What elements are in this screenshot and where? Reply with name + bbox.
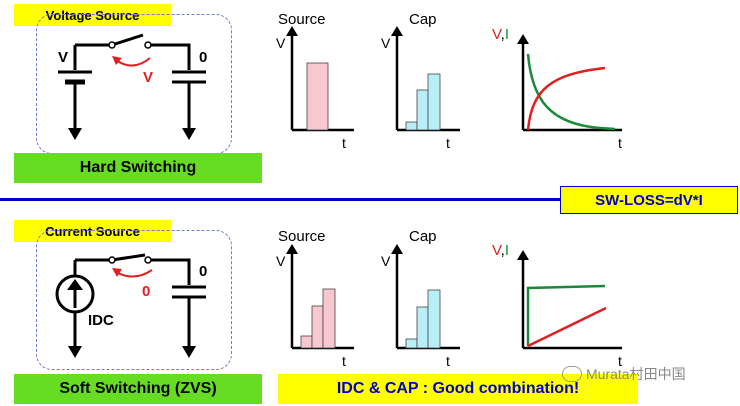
bottom-vi-t: t	[618, 353, 622, 369]
top-cap-t: t	[446, 135, 450, 151]
bottom-vi-current	[526, 284, 606, 346]
soft-switching-label: Soft Switching (ZVS)	[14, 374, 262, 404]
top-cap-v: V	[381, 35, 391, 51]
bottom-vi-comma: ,	[500, 242, 505, 259]
current-circuit: 0 0 IDC	[55, 253, 207, 358]
top-source-v: V	[276, 35, 286, 51]
bottom-source-bar-1	[300, 335, 313, 349]
top-cap-bar-1	[405, 121, 418, 131]
vi-i-label: I	[504, 26, 509, 43]
bottom-vi-v-label: V	[492, 242, 501, 259]
bottom-cap-title: Cap	[409, 228, 437, 245]
vi-comma: ,	[500, 26, 505, 43]
bottom-source-t: t	[342, 353, 346, 369]
bottom-source-v: V	[276, 253, 286, 269]
top-source-title: Source	[278, 11, 326, 28]
bottom-vi-i-label: I	[504, 242, 509, 259]
bottom-charts: V t V t t	[276, 244, 622, 369]
wechat-icon	[562, 366, 582, 382]
top-vi-current	[526, 53, 616, 131]
top-vi-t: t	[618, 135, 622, 151]
sw-loss-label: SW-LOSS=dV*I	[560, 186, 738, 214]
bottom-cap-v: V	[381, 253, 391, 269]
watermark: Murata村田中国	[562, 364, 686, 384]
bottom-vi-title: V,I	[492, 242, 509, 259]
bottom-source-bar-2	[311, 305, 324, 349]
bottom-source-bar-3	[322, 288, 336, 349]
top-source-t: t	[342, 135, 346, 151]
top-vi-title: V,I	[492, 26, 509, 43]
bottom-cap-bar-1	[405, 338, 418, 349]
hard-switching-label: Hard Switching	[14, 153, 262, 183]
vi-v-label: V	[492, 26, 501, 43]
top-source-bar	[306, 62, 329, 131]
top-vi-voltage	[526, 66, 606, 131]
voltage-circuit: V 0 V	[58, 33, 207, 140]
current-source-label: Current Source	[14, 220, 171, 242]
top-charts: V t V t t	[276, 26, 622, 151]
bottom-arrow-label: 0	[142, 283, 150, 300]
bottom-cap-t: t	[446, 353, 450, 369]
voltage-source-label: Voltage Source	[14, 4, 171, 26]
bottom-cap-bar-3	[427, 289, 441, 349]
bottom-source-title: Source	[278, 228, 326, 245]
bottom-right-node-label: 0	[199, 263, 207, 280]
watermark-text: Murata村田中国	[586, 366, 686, 382]
top-cap-bar-3	[427, 73, 441, 131]
right-node-label: 0	[199, 49, 207, 66]
top-cap-title: Cap	[409, 11, 437, 28]
top-cap-bar-2	[416, 89, 429, 131]
idc-label: IDC	[88, 312, 114, 329]
separator-line	[0, 198, 562, 201]
left-node-label: V	[58, 49, 68, 66]
arrow-label: V	[143, 69, 153, 86]
bottom-cap-bar-2	[416, 306, 429, 349]
bottom-vi-voltage	[527, 306, 607, 348]
current-circuit-frame	[36, 230, 232, 370]
